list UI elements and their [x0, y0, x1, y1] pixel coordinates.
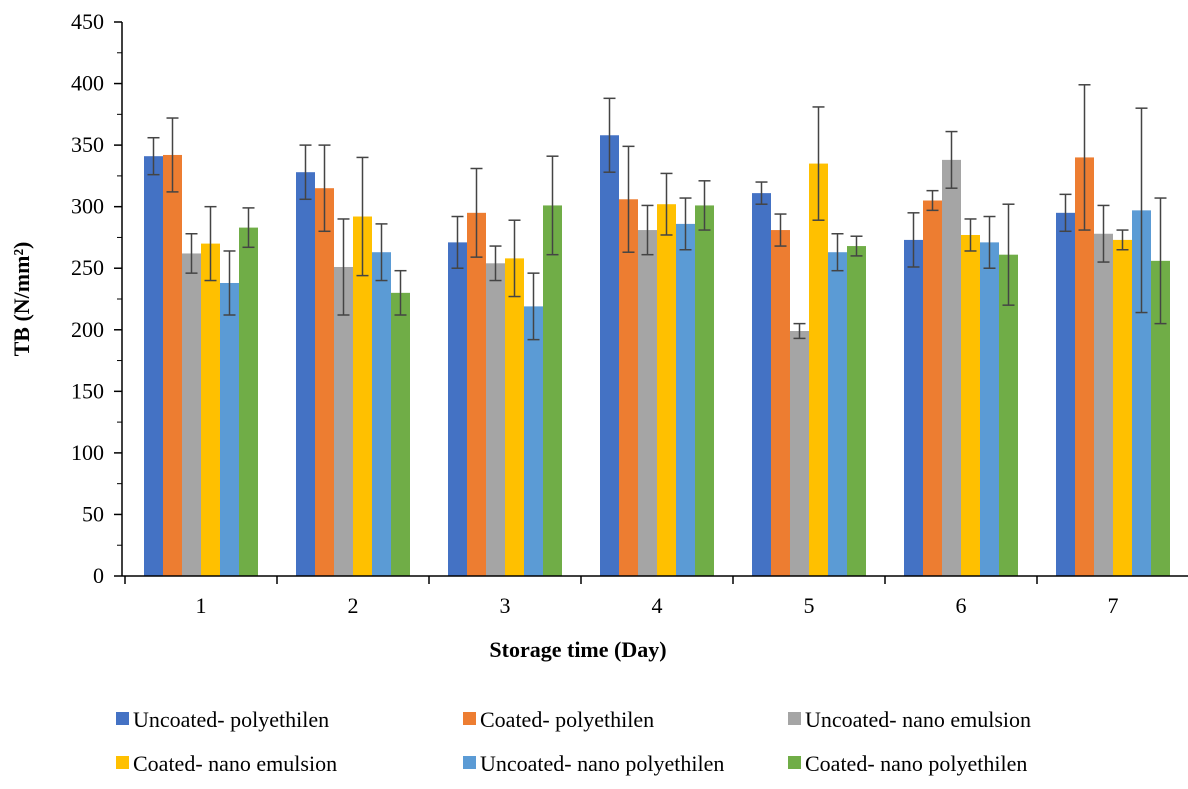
- legend-item: Coated- polyethilen: [463, 707, 654, 732]
- y-tick-label: 200: [71, 317, 104, 342]
- bar-3-day-5: [790, 331, 809, 576]
- legend-item: Uncoated- nano emulsion: [788, 707, 1031, 732]
- bar-5-day-3: [524, 306, 543, 576]
- bar-2-day-2: [315, 188, 334, 576]
- legend-swatch: [463, 712, 476, 725]
- bar-2-day-4: [619, 199, 638, 576]
- y-tick-label: 450: [71, 9, 104, 34]
- legend-label: Coated- nano emulsion: [133, 751, 337, 776]
- legend-swatch: [116, 712, 129, 725]
- x-tick-label: 5: [804, 593, 815, 618]
- legend-swatch: [788, 756, 801, 769]
- x-tick-label: 4: [652, 593, 663, 618]
- bar-1-day-4: [600, 135, 619, 577]
- bar-3-day-7: [1094, 233, 1113, 577]
- bar-1-day-6: [904, 239, 923, 576]
- bar-5-day-4: [676, 223, 695, 576]
- bar-4-day-3: [505, 258, 524, 576]
- axes-layer: 0 50 100 150 200 250 300 350 400 450 1 2 3 4 5 6 7: [71, 9, 1188, 618]
- legend-label: Uncoated- polyethilen: [133, 707, 329, 732]
- y-tick-label: 0: [93, 563, 104, 588]
- bar-4-day-1: [201, 243, 220, 576]
- bar-2-day-5: [771, 230, 790, 576]
- bar-5-day-6: [980, 242, 999, 576]
- bar-6-day-2: [391, 292, 410, 576]
- bar-3-day-4: [638, 230, 657, 576]
- bar-4-day-7: [1113, 239, 1132, 576]
- bar-3-day-6: [942, 159, 961, 576]
- legend-label: Coated- polyethilen: [480, 707, 654, 732]
- bar-4-day-4: [657, 204, 676, 576]
- legend-swatch: [788, 712, 801, 725]
- legend-item: Uncoated- nano polyethilen: [463, 751, 724, 776]
- bar-5-day-2: [372, 252, 391, 576]
- bar-2-day-6: [923, 200, 942, 576]
- bar-1-day-1: [144, 156, 163, 577]
- x-tick-label: 3: [500, 593, 511, 618]
- legend-item: Coated- nano polyethilen: [788, 751, 1027, 776]
- bar-2-day-7: [1075, 157, 1094, 576]
- bar-5-day-5: [828, 252, 847, 576]
- y-tick-label: 50: [82, 501, 104, 526]
- bar-2-day-1: [163, 154, 182, 576]
- bar-3-day-1: [182, 253, 201, 576]
- bar-5-day-1: [220, 282, 239, 576]
- legend: Uncoated- polyethilen Coated- polyethilen…: [116, 707, 1031, 776]
- bar-2-day-3: [467, 212, 486, 577]
- x-tick-label: 7: [1108, 593, 1119, 618]
- y-tick-label: 300: [71, 194, 104, 219]
- bar-6-day-4: [695, 205, 714, 577]
- bar-1-day-3: [448, 242, 467, 576]
- y-tick-label: 150: [71, 378, 104, 403]
- error-bars-layer: [147, 84, 1167, 341]
- legend-label: Uncoated- nano polyethilen: [480, 751, 724, 776]
- y-tick-label: 250: [71, 255, 104, 280]
- bar-4-day-5: [809, 163, 828, 577]
- y-axis-title: TB (N/mm²): [9, 242, 34, 357]
- bar-3-day-3: [486, 263, 505, 576]
- bar-6-day-5: [847, 246, 866, 576]
- y-tick-label: 100: [71, 440, 104, 465]
- bars-layer: [144, 135, 1170, 577]
- legend-swatch: [463, 756, 476, 769]
- x-tick-label: 2: [348, 593, 359, 618]
- bar-4-day-2: [353, 216, 372, 576]
- bar-4-day-6: [961, 234, 980, 576]
- legend-item: Coated- nano emulsion: [116, 751, 337, 776]
- x-tick-label: 6: [956, 593, 967, 618]
- y-tick-label: 350: [71, 132, 104, 157]
- bar-1-day-2: [296, 172, 315, 576]
- bar-5-day-7: [1132, 210, 1151, 577]
- bar-6-day-7: [1151, 260, 1170, 576]
- legend-item: Uncoated- polyethilen: [116, 707, 329, 732]
- x-axis-title: Storage time (Day): [489, 637, 666, 662]
- bar-6-day-3: [543, 205, 562, 577]
- bar-3-day-2: [334, 266, 353, 576]
- bar-6-day-1: [239, 227, 258, 576]
- x-tick-label: 1: [196, 593, 207, 618]
- legend-label: Coated- nano polyethilen: [805, 751, 1027, 776]
- bar-1-day-7: [1056, 212, 1075, 577]
- legend-swatch: [116, 756, 129, 769]
- legend-label: Uncoated- nano emulsion: [805, 707, 1031, 732]
- bar-6-day-6: [999, 254, 1018, 576]
- bar-1-day-5: [752, 193, 771, 576]
- y-tick-label: 400: [71, 71, 104, 96]
